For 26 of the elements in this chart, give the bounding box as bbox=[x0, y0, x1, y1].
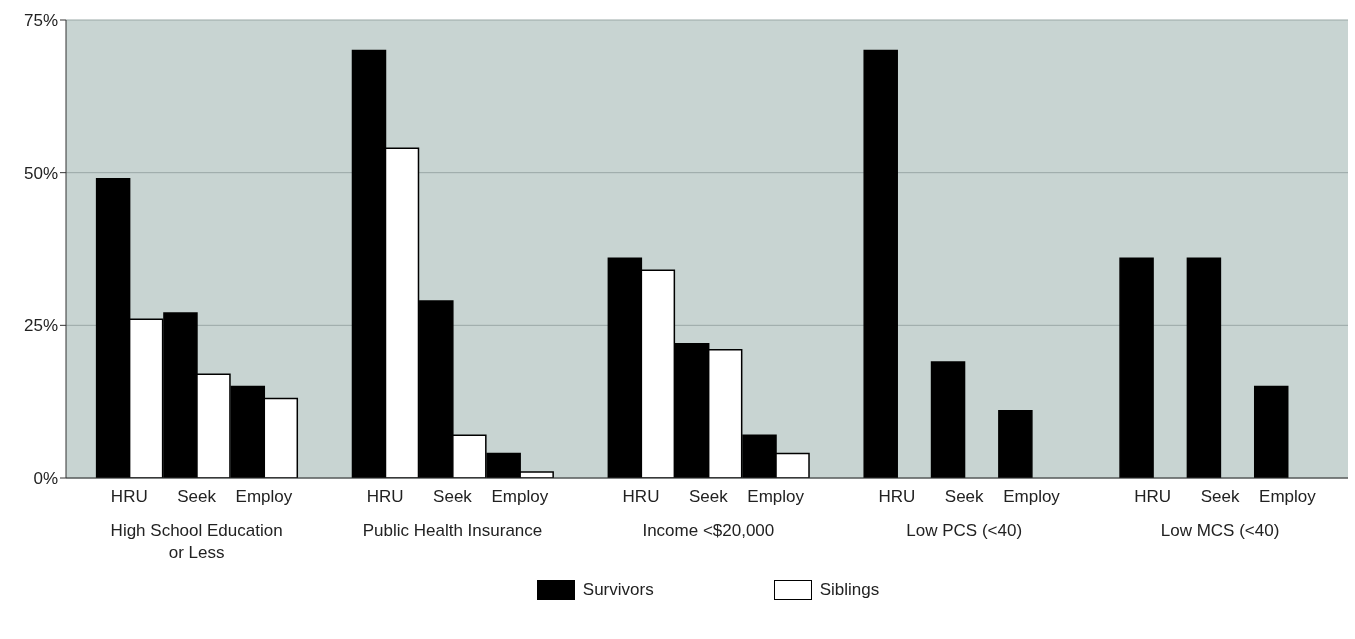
x-tick-label: HRU bbox=[1134, 487, 1172, 506]
text: Income <$20,000 bbox=[642, 521, 775, 540]
text: High School Education or Less bbox=[110, 521, 283, 562]
y-tick-label: 75% bbox=[23, 11, 58, 31]
x-tick-label: Employ bbox=[747, 487, 805, 506]
x-tick-label: Seek bbox=[177, 487, 217, 506]
x-tick-label: HRU bbox=[110, 487, 148, 506]
x-tick-label: Seek bbox=[1200, 487, 1240, 506]
y-tick-label: 0% bbox=[33, 469, 58, 489]
x-tick-label: HRU bbox=[878, 487, 916, 506]
x-tick-label: HRU bbox=[366, 487, 404, 506]
x-tick-label: Employ bbox=[235, 487, 293, 506]
text: Public Health Insurance bbox=[362, 521, 543, 540]
text: Low MCS (<40) bbox=[1160, 521, 1280, 540]
legend-label: Siblings bbox=[819, 580, 880, 600]
x-tick-label: HRU bbox=[622, 487, 660, 506]
x-tick-label: Seek bbox=[944, 487, 985, 506]
x-tick-label: Seek bbox=[688, 487, 729, 506]
x-tick-label: Employ bbox=[491, 487, 549, 506]
x-tick-label: Seek bbox=[433, 487, 473, 506]
x-tick-label: Employ bbox=[1003, 487, 1061, 506]
legend-label: Survivors bbox=[582, 580, 654, 600]
x-tick-label: Employ bbox=[1259, 487, 1317, 506]
y-tick-label: 50% bbox=[23, 163, 58, 183]
text: Low PCS (<40) bbox=[906, 521, 1023, 540]
y-tick-label: 25% bbox=[23, 316, 58, 336]
